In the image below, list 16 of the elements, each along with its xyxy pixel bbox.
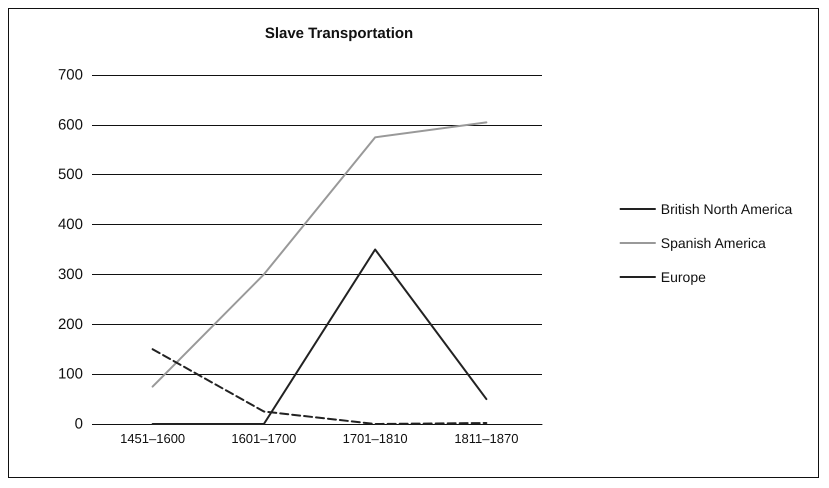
legend-label: Spanish America <box>660 235 766 251</box>
x-tick-label: 1601–1700 <box>231 431 296 446</box>
y-tick-label: 600 <box>58 116 83 134</box>
y-tick-label: 500 <box>58 166 83 184</box>
y-tick-label: 200 <box>58 316 83 333</box>
y-tick-label: 300 <box>58 266 83 283</box>
y-tick-label: 100 <box>58 366 83 383</box>
y-tick-label: 0 <box>74 416 83 432</box>
legend-label: British North America <box>660 201 792 217</box>
x-tick-label: 1701–1810 <box>342 431 408 446</box>
y-tick-label: 700 <box>58 66 83 84</box>
x-tick-label: 1451–1600 <box>120 431 186 446</box>
legend-label: Europe <box>660 269 706 285</box>
x-tick-label: 1811–1870 <box>454 431 518 446</box>
chart-title: Slave Transportation <box>264 25 414 42</box>
y-tick-label: 400 <box>58 216 83 234</box>
